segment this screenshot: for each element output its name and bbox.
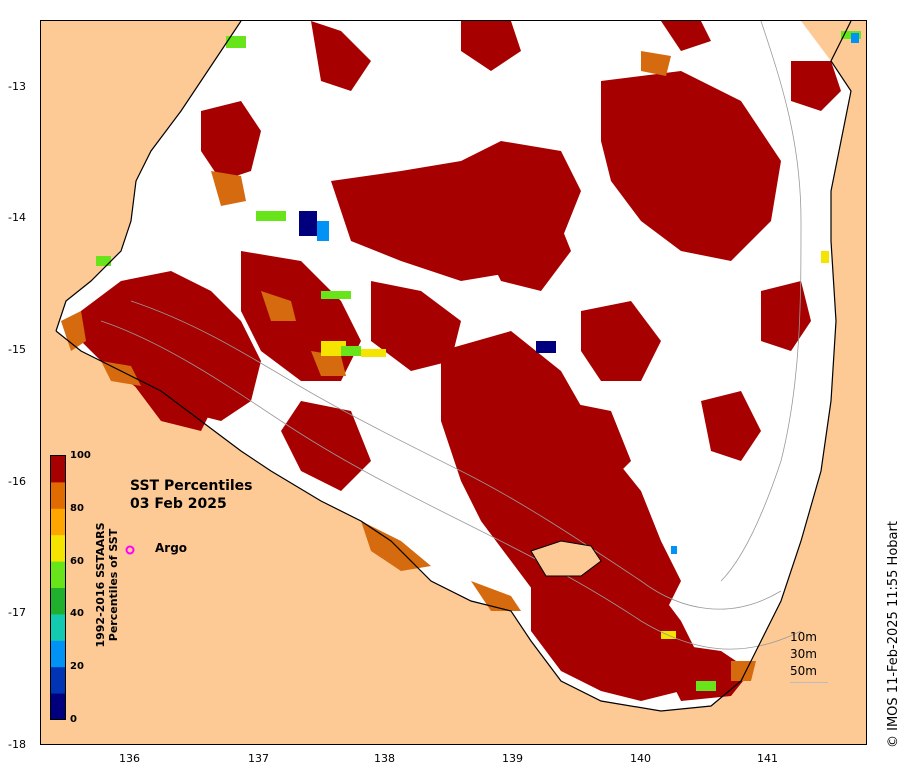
y-tick-16: -16 — [8, 475, 26, 488]
sst-map — [55, 21, 861, 712]
y-tick-14: -14 — [8, 211, 26, 224]
x-tick-141: 141 — [757, 752, 778, 765]
colorbar-segment — [50, 534, 66, 562]
sst-low-percentile-specks — [299, 33, 859, 554]
colorbar-tick-20: 20 — [70, 661, 84, 672]
colorbar-title-line2: Percentiles of SST — [107, 528, 120, 642]
credit-text: © IMOS 11-Feb-2025 11:55 Hobart — [886, 521, 901, 748]
colorbar-title-line1: 1992-2016 SSTAARS — [94, 522, 107, 648]
colorbar-segment — [50, 640, 66, 668]
colorbar-segment — [50, 561, 66, 588]
coastline-west — [55, 21, 242, 332]
colorbar — [50, 455, 66, 720]
coastline — [55, 21, 852, 712]
colorbar-tick-80: 80 — [70, 503, 84, 514]
colorbar-tick-100: 100 — [70, 450, 91, 461]
sst-high-percentile-areas — [76, 21, 841, 701]
map-area — [40, 20, 867, 745]
y-tick-13: -13 — [8, 80, 26, 93]
colorbar-segment — [50, 613, 66, 641]
map-date: 03 Feb 2025 — [130, 496, 227, 512]
colorbar-segment — [50, 666, 66, 694]
map-title: SST Percentiles — [130, 478, 253, 494]
depth-legend-50m: 50m — [790, 664, 817, 678]
x-tick-138: 138 — [374, 752, 395, 765]
depth-legend-line — [790, 682, 828, 683]
colorbar-tick-0: 0 — [70, 714, 77, 725]
x-tick-140: 140 — [630, 752, 651, 765]
colorbar-segment — [50, 481, 66, 509]
island — [530, 540, 602, 577]
x-tick-137: 137 — [248, 752, 269, 765]
depth-legend-10m: 10m — [790, 630, 817, 644]
x-tick-136: 136 — [119, 752, 140, 765]
colorbar-tick-60: 60 — [70, 556, 84, 567]
y-tick-18: -18 — [8, 738, 26, 751]
depth-contours — [100, 21, 802, 650]
argo-legend-marker — [125, 545, 135, 555]
y-tick-17: -17 — [8, 606, 26, 619]
sst-warm-areas — [61, 51, 756, 681]
colorbar-segment — [50, 455, 66, 483]
x-tick-139: 139 — [502, 752, 523, 765]
colorbar-tick-40: 40 — [70, 608, 84, 619]
colorbar-segment — [50, 508, 66, 536]
colorbar-segment — [50, 587, 66, 615]
argo-legend-label: Argo — [155, 541, 188, 555]
depth-legend-30m: 30m — [790, 647, 817, 661]
y-tick-15: -15 — [8, 343, 26, 356]
colorbar-segment — [50, 693, 66, 720]
